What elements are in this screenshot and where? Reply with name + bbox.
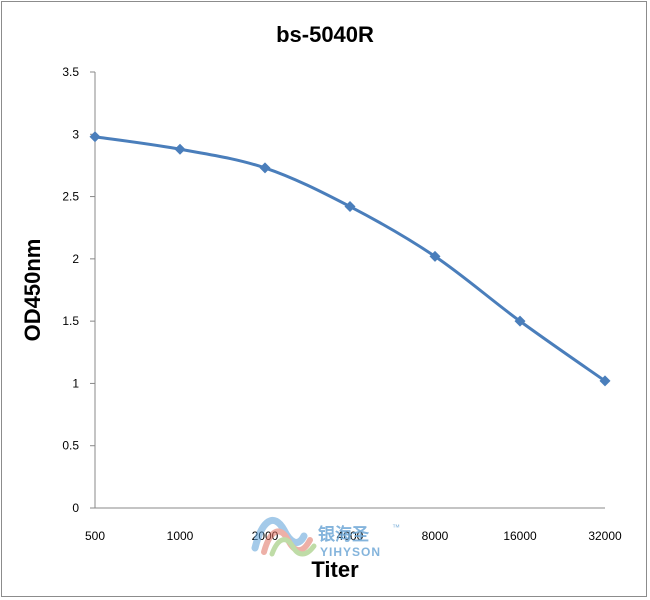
- x-tick-label: 32000: [588, 529, 622, 543]
- data-point-marker: [344, 201, 356, 213]
- logo-chinese-text: 银海圣: [318, 524, 370, 545]
- data-point-marker: [599, 375, 611, 387]
- data-point-marker: [89, 131, 101, 143]
- logo-trademark: ™: [392, 523, 400, 532]
- x-tick-label: 500: [85, 529, 105, 543]
- y-tick-label: 2.5: [62, 190, 79, 204]
- y-tick-label: 2: [72, 252, 79, 266]
- x-tick-label: 16000: [503, 529, 537, 543]
- series-line: [94, 135, 606, 383]
- y-tick-label: 1.5: [62, 314, 79, 328]
- chart-title: bs-5040R: [276, 22, 374, 47]
- x-tick-label: 1000: [167, 529, 194, 543]
- y-tick-label: 0.5: [62, 439, 79, 453]
- logo-english-text: YIHYSON: [320, 545, 381, 559]
- y-tick-label: 3.5: [62, 65, 79, 79]
- x-tick-label: 4000: [337, 529, 364, 543]
- data-point-marker: [429, 250, 441, 262]
- x-tick-label: 8000: [422, 529, 449, 543]
- y-axis-label: OD450nm: [20, 239, 45, 342]
- y-axis-ticks: 0 0.5 1 1.5 2 2.5 3 3.5: [62, 65, 95, 515]
- y-tick-label: 0: [72, 501, 79, 515]
- data-point-marker: [174, 143, 186, 155]
- data-point-marker: [514, 315, 526, 327]
- x-axis-label: Titer: [311, 557, 359, 582]
- logo-mark-icon: [251, 516, 317, 557]
- watermark-logo: 银海圣 ™ YIHYSON: [251, 516, 400, 559]
- series-markers: [89, 131, 611, 387]
- y-tick-label: 3: [72, 127, 79, 141]
- data-point-marker: [259, 162, 271, 174]
- y-tick-label: 1: [72, 376, 79, 390]
